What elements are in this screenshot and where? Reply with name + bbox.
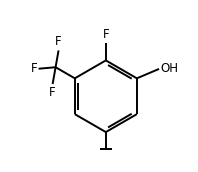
Text: F: F — [55, 35, 62, 48]
Text: F: F — [31, 62, 37, 75]
Text: OH: OH — [160, 62, 178, 75]
Text: F: F — [49, 86, 56, 99]
Text: F: F — [103, 28, 109, 41]
